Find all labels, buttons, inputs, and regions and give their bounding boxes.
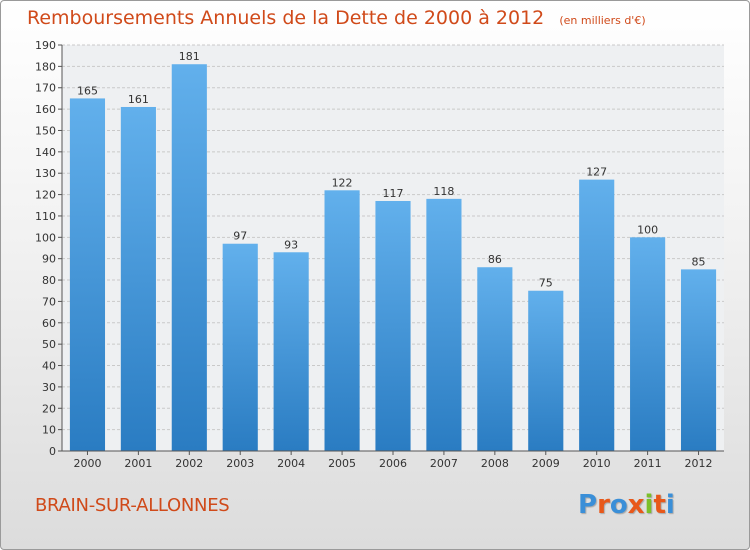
- x-tick-label-2000: 2000: [73, 457, 101, 470]
- chart-title: Remboursements Annuels de la Dette de 20…: [27, 7, 545, 29]
- value-label-2010: 127: [586, 166, 607, 179]
- y-tick-label: 0: [49, 445, 56, 458]
- x-tick-label-2009: 2009: [532, 457, 560, 470]
- bar-2005: [324, 190, 360, 451]
- bar-2010: [579, 179, 615, 452]
- bar-2000: [69, 98, 106, 451]
- y-tick-label: 140: [35, 146, 56, 159]
- value-label-2009: 75: [539, 277, 553, 290]
- x-tick-label-2002: 2002: [175, 457, 203, 470]
- x-axis-ticks: 2000 2001 2002 2003 2004 2005 2006 2007 2008 2009…: [73, 451, 713, 470]
- bar-2002: [171, 64, 207, 452]
- value-label-2006: 117: [383, 187, 404, 200]
- y-tick-label: 60: [42, 317, 56, 330]
- y-tick-label: 40: [42, 360, 56, 373]
- value-label-2005: 122: [332, 176, 353, 189]
- y-tick-label: 160: [35, 103, 56, 116]
- y-tick-label: 110: [35, 210, 56, 223]
- bar-2009: [528, 290, 564, 451]
- bar-2001: [120, 106, 156, 452]
- value-label-2000: 165: [77, 84, 98, 97]
- x-tick-label-2012: 2012: [685, 457, 713, 470]
- value-labels: 165 161 181 97 93 122 117 118 86 75 127 100 85: [77, 50, 706, 290]
- value-label-2004: 93: [284, 238, 298, 251]
- logo-letter: i: [644, 490, 654, 520]
- y-tick-label: 70: [42, 295, 56, 308]
- y-tick-label: 190: [35, 39, 56, 52]
- x-tick-label-2007: 2007: [430, 457, 458, 470]
- logo-letter: t: [653, 490, 666, 520]
- x-tick-label-2004: 2004: [277, 457, 305, 470]
- bar-2003: [222, 243, 258, 451]
- bar-2011: [630, 237, 666, 451]
- y-tick-label: 10: [42, 424, 56, 437]
- title-row: Remboursements Annuels de la Dette de 20…: [27, 7, 646, 29]
- value-label-2008: 86: [488, 253, 502, 266]
- value-label-2011: 100: [637, 223, 658, 236]
- logo-letter: P: [578, 490, 598, 520]
- chart-subtitle: (en milliers d'€): [559, 14, 646, 27]
- y-tick-label: 90: [42, 253, 56, 266]
- value-label-2003: 97: [233, 230, 247, 243]
- bars: [69, 64, 717, 452]
- y-tick-label: 100: [35, 231, 56, 244]
- value-label-2007: 118: [433, 185, 454, 198]
- y-tick-label: 180: [35, 60, 56, 73]
- y-tick-label: 130: [35, 167, 56, 180]
- x-tick-label-2010: 2010: [583, 457, 611, 470]
- bar-2008: [477, 267, 513, 451]
- y-tick-label: 20: [42, 402, 56, 415]
- x-tick-label-2001: 2001: [124, 457, 152, 470]
- value-label-2002: 181: [179, 50, 200, 63]
- x-tick-label-2005: 2005: [328, 457, 356, 470]
- y-tick-label: 50: [42, 338, 56, 351]
- y-tick-label: 170: [35, 82, 56, 95]
- bar-2007: [426, 198, 462, 451]
- x-tick-label-2011: 2011: [634, 457, 662, 470]
- logo-letter: r: [597, 490, 610, 520]
- x-tick-label-2008: 2008: [481, 457, 509, 470]
- logo-letter: o: [609, 490, 628, 520]
- y-tick-label: 30: [42, 381, 56, 394]
- y-tick-label: 120: [35, 189, 56, 202]
- y-tick-label: 150: [35, 124, 56, 137]
- x-tick-label-2006: 2006: [379, 457, 407, 470]
- proxiti-logo[interactable]: Proxiti: [578, 490, 675, 520]
- bar-2012: [680, 269, 717, 451]
- y-axis-ticks: 0 10 20 30 40 50 60 70 80 90 100 110 120 130 140 150 160…: [35, 39, 62, 458]
- logo-letter: x: [627, 490, 645, 520]
- bar-2004: [273, 252, 309, 451]
- y-tick-label: 80: [42, 274, 56, 287]
- city-name: BRAIN-SUR-ALLONNES: [35, 495, 230, 516]
- logo-letter: i: [665, 490, 675, 520]
- value-label-2001: 161: [128, 93, 149, 106]
- value-label-2012: 85: [692, 255, 706, 268]
- x-tick-label-2003: 2003: [226, 457, 254, 470]
- bar-2006: [375, 200, 411, 451]
